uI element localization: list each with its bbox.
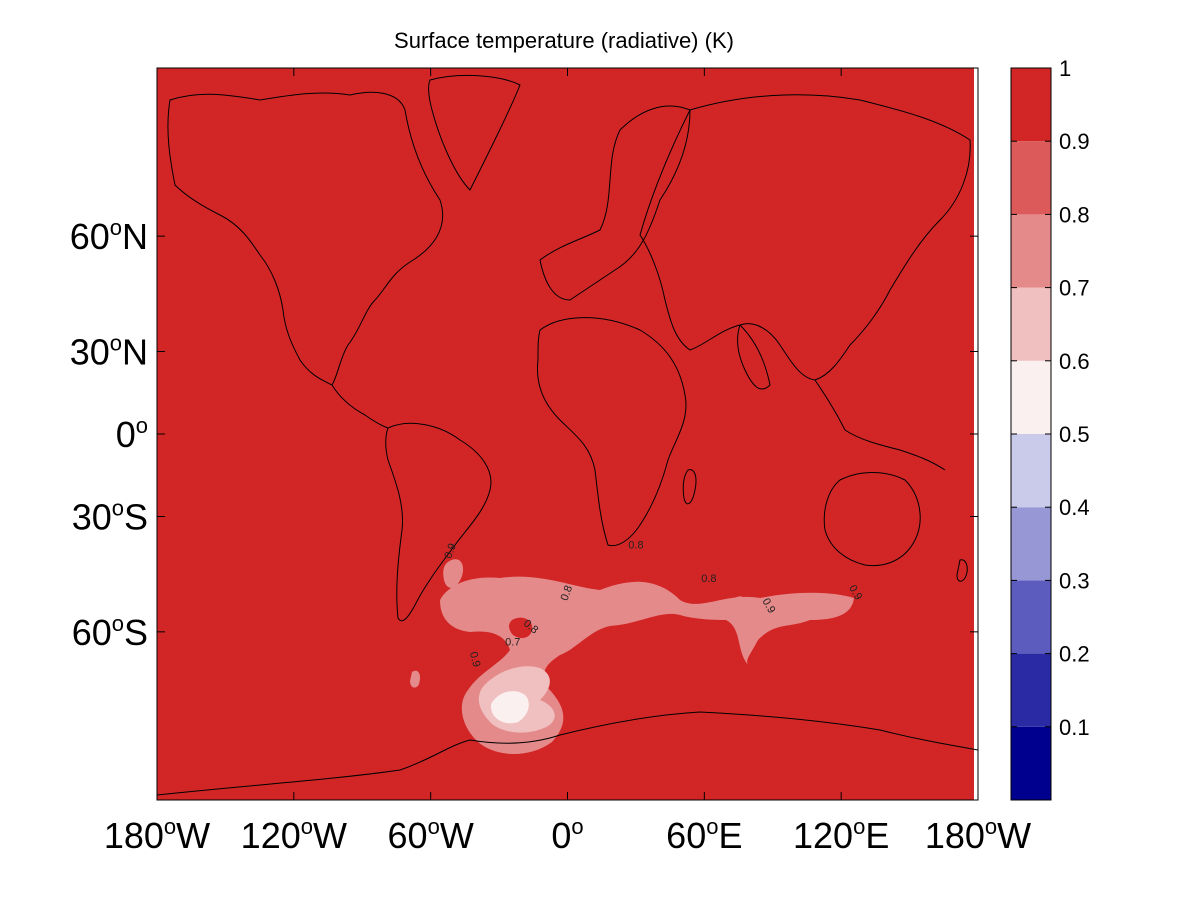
colorbar-tick-label: 0.4: [1059, 495, 1090, 520]
colorbar-segment: [1011, 580, 1051, 654]
y-tick-label: 30oN: [70, 330, 148, 372]
degree-symbol: o: [428, 814, 440, 839]
contour-hole-0.9: [509, 617, 533, 639]
y-tick-hemisphere: S: [124, 497, 148, 538]
colorbar-tick-label: 1: [1059, 56, 1071, 81]
contour-region-0.8-0.9-spot: [410, 670, 421, 688]
x-tick-hemisphere: W: [313, 815, 347, 856]
contour-regions: [410, 559, 854, 755]
degree-symbol: o: [112, 611, 124, 636]
x-tick-degree: 180: [925, 815, 985, 856]
colorbar-tick-label: 0.8: [1059, 202, 1090, 227]
contour-label: 0.8: [559, 584, 576, 602]
contour-region-0.8-0.9-west-tip: [443, 559, 464, 588]
x-tick-hemisphere: W: [440, 815, 474, 856]
coastline-africa: [536, 317, 687, 547]
colorbar-tick-label: 0.1: [1059, 715, 1090, 740]
coastline-madagascar: [682, 469, 697, 505]
degree-symbol: o: [112, 496, 124, 521]
coastline-new-zealand: [956, 559, 968, 582]
y-tick-label: 60oN: [70, 215, 148, 257]
x-tick-degree: 0: [551, 815, 571, 856]
y-tick-degree: 60: [72, 612, 112, 653]
coastline-southeast-asia: [814, 379, 946, 471]
colorbar-segment: [1011, 141, 1051, 215]
coastline-asia: [639, 94, 971, 381]
map-plot-area: 0.9 0.80.80.90.90.80.80.70.9: [157, 68, 978, 800]
x-axis: 180oW 120oW 60oW 0o 60oE 120oE 180oW: [104, 68, 1031, 856]
y-tick-label: 60oS: [72, 611, 148, 653]
y-tick-hemisphere: N: [122, 331, 148, 372]
coastline-india: [737, 324, 771, 390]
coastline-antarctica: [157, 711, 978, 796]
contour-region-0.6-0.7: [490, 691, 529, 724]
x-tick-hemisphere: E: [865, 815, 889, 856]
degree-symbol: o: [110, 215, 122, 240]
coastline-north-america: [167, 91, 444, 386]
x-tick-label: 180oW: [104, 814, 210, 856]
y-tick-label: 30oS: [72, 496, 148, 538]
contour-label: 0.7: [505, 636, 520, 648]
x-tick-label: 60oE: [666, 814, 742, 856]
x-tick-label: 0o: [551, 814, 583, 856]
x-tick-degree: 60: [388, 815, 428, 856]
coastline-europe: [539, 105, 691, 301]
y-tick-degree: 30: [72, 497, 112, 538]
degree-symbol: o: [706, 814, 718, 839]
colorbar-tick-label: 0.6: [1059, 349, 1090, 374]
colorbar-segment: [1011, 287, 1051, 361]
colorbar-segment: [1011, 360, 1051, 434]
x-tick-label: 60oW: [388, 814, 474, 856]
x-tick-hemisphere: W: [997, 815, 1031, 856]
degree-symbol: o: [301, 814, 313, 839]
colorbar: 0.1 0.2 0.3 0.4 0.5 0.6 0.7 0.8 0.9 1: [1010, 56, 1090, 801]
colorbar-segment: [1011, 214, 1051, 288]
coastline-greenland: [428, 74, 521, 191]
degree-symbol: o: [110, 330, 122, 355]
coastline-central-america: [331, 384, 389, 429]
y-tick-hemisphere: N: [122, 216, 148, 257]
degree-symbol: o: [571, 814, 583, 839]
y-tick-hemisphere: S: [124, 612, 148, 653]
colorbar-tick-label: 0.7: [1059, 276, 1090, 301]
x-tick-label: 120oE: [793, 814, 889, 856]
colorbar-segment: [1011, 726, 1051, 800]
colorbar-tick-label: 0.2: [1059, 642, 1090, 667]
degree-symbol: o: [164, 814, 176, 839]
coastline-australia: [823, 472, 921, 567]
contour-label: 0.9: [467, 651, 483, 669]
colorbar-tick-label: 0.9: [1059, 129, 1090, 154]
x-tick-hemisphere: W: [176, 815, 210, 856]
colorbar-tick-label: 0.5: [1059, 422, 1090, 447]
colorbar-segment: [1011, 434, 1051, 508]
coastline-south-america: [385, 422, 492, 622]
coastlines: [157, 74, 978, 796]
x-tick-degree: 120: [241, 815, 301, 856]
contour-region-0.8-0.9-east: [731, 596, 750, 634]
y-tick-degree: 60: [70, 216, 110, 257]
y-tick-label: 0o: [116, 413, 148, 455]
colorbar-segment: [1011, 507, 1051, 581]
chart-title: Surface temperature (radiative) (K): [394, 28, 734, 53]
x-tick-label: 120oW: [241, 814, 347, 856]
x-tick-label: 180oW: [925, 814, 1031, 856]
map-background-field: [157, 68, 974, 800]
colorbar-segment: [1011, 653, 1051, 727]
contour-label: 0.8: [701, 573, 716, 585]
degree-symbol: o: [985, 814, 997, 839]
contour-label: 0.8: [628, 540, 643, 552]
degree-symbol: o: [853, 814, 865, 839]
x-tick-hemisphere: E: [718, 815, 742, 856]
y-tick-degree: 30: [70, 331, 110, 372]
x-tick-degree: 180: [104, 815, 164, 856]
colorbar-segment: [1011, 68, 1051, 142]
contour-label: 0.9: [442, 542, 459, 560]
x-tick-degree: 120: [793, 815, 853, 856]
colorbar-tick-label: 0.3: [1059, 568, 1090, 593]
y-tick-degree: 0: [116, 414, 136, 455]
x-tick-degree: 60: [666, 815, 706, 856]
degree-symbol: o: [136, 413, 148, 438]
